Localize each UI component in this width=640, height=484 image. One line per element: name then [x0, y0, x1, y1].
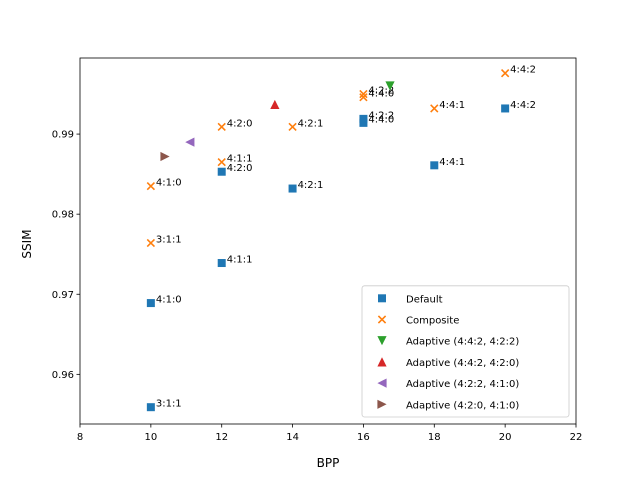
y-axis-label: SSIM — [20, 229, 34, 258]
data-point — [359, 118, 368, 127]
data-point — [359, 114, 368, 123]
x-tick-label: 14 — [286, 432, 299, 443]
x-tick-label: 10 — [144, 432, 157, 443]
point-annotation: 4:1:0 — [156, 295, 182, 306]
point-annotation: 4:2:1 — [298, 180, 324, 191]
x-tick-label: 20 — [499, 432, 512, 443]
data-point — [270, 99, 280, 110]
legend-marker — [377, 399, 387, 409]
point-annotation: 4:1:0 — [156, 178, 182, 189]
data-point — [500, 69, 510, 78]
legend-marker — [377, 336, 387, 346]
data-point — [288, 122, 297, 132]
y-tick-label: 0.97 — [52, 290, 74, 301]
data-point — [359, 93, 368, 102]
point-annotation: 4:1:1 — [227, 154, 253, 165]
legend-box — [361, 285, 570, 418]
legend-label: Composite — [406, 316, 459, 327]
data-point — [217, 259, 226, 268]
y-tick-label: 0.99 — [52, 130, 74, 141]
x-tick-label: 12 — [215, 432, 228, 443]
data-point — [146, 181, 156, 191]
point-annotation: 4:2:0 — [227, 163, 253, 174]
x-tick-label: 22 — [570, 432, 583, 443]
y-tick-label: 0.96 — [52, 370, 74, 381]
point-annotation: 4:1:1 — [227, 255, 253, 266]
data-point — [288, 184, 297, 193]
x-tick-label: 8 — [77, 432, 83, 443]
legend-marker — [377, 357, 387, 367]
data-point — [217, 157, 226, 167]
point-annotation: 4:4:1 — [439, 157, 465, 168]
legend-label: Adaptive (4:4:2, 4:2:0) — [406, 358, 519, 369]
x-tick-label: 16 — [357, 432, 370, 443]
point-annotation: 4:4:0 — [368, 114, 394, 125]
data-point — [430, 104, 439, 113]
point-annotation: 3:1:1 — [156, 399, 182, 410]
point-annotation: 4:4:2 — [510, 65, 536, 76]
series-5 — [160, 151, 170, 162]
plot-frame — [79, 57, 577, 425]
legend-label: Adaptive (4:4:2, 4:2:2) — [406, 337, 519, 348]
data-point — [359, 89, 368, 99]
legend-marker — [377, 378, 387, 388]
data-point — [146, 238, 156, 248]
axes: BPP SSIM 8 10 12 14 16 18 20 22 0.96 0.97 0.98 0.99 — [20, 57, 583, 470]
legend-marker — [377, 315, 387, 324]
series-0: 3:1:14:1:04:1:14:2:04:2:14:2:24:4:04:4:1… — [146, 100, 536, 412]
data-point — [146, 403, 155, 412]
point-annotation: 4:4:0 — [368, 89, 394, 100]
data-point — [217, 167, 226, 176]
plot-area: 3:1:14:1:04:1:14:2:04:2:14:2:24:4:04:4:1… — [146, 65, 536, 412]
data-point — [185, 137, 195, 147]
point-annotation: 4:4:2 — [510, 100, 536, 111]
point-annotation: 4:2:0 — [227, 118, 253, 129]
x-axis-label: BPP — [317, 456, 340, 470]
series-4 — [185, 137, 195, 147]
point-annotation: 3:1:1 — [156, 235, 182, 246]
legend-label: Default — [406, 294, 443, 305]
legend-label: Adaptive (4:2:0, 4:1:0) — [406, 400, 519, 411]
legend-label: Adaptive (4:2:2, 4:1:0) — [406, 379, 519, 390]
data-point — [217, 122, 226, 132]
data-point — [430, 161, 439, 170]
point-annotation: 4:4:1 — [439, 100, 465, 111]
point-annotation: 4:2:2 — [368, 86, 394, 97]
series-1: 3:1:14:1:04:1:14:2:0 4:2:14:2:24:4:04:4:1… — [146, 65, 536, 248]
data-point — [146, 299, 155, 308]
point-annotation: 4:2:2 — [368, 110, 394, 121]
y-tick-label: 0.98 — [52, 210, 74, 221]
legend: Default Composite Adaptive (4:4:2, 4:2:2) A… — [361, 285, 570, 418]
data-point — [160, 151, 170, 162]
series-2 — [385, 81, 395, 91]
x-tick-label: 18 — [428, 432, 441, 443]
legend-marker — [378, 294, 386, 303]
point-annotation: 4:2:1 — [298, 118, 324, 129]
data-point — [501, 104, 510, 113]
series-3 — [270, 99, 280, 110]
data-point — [385, 81, 395, 91]
